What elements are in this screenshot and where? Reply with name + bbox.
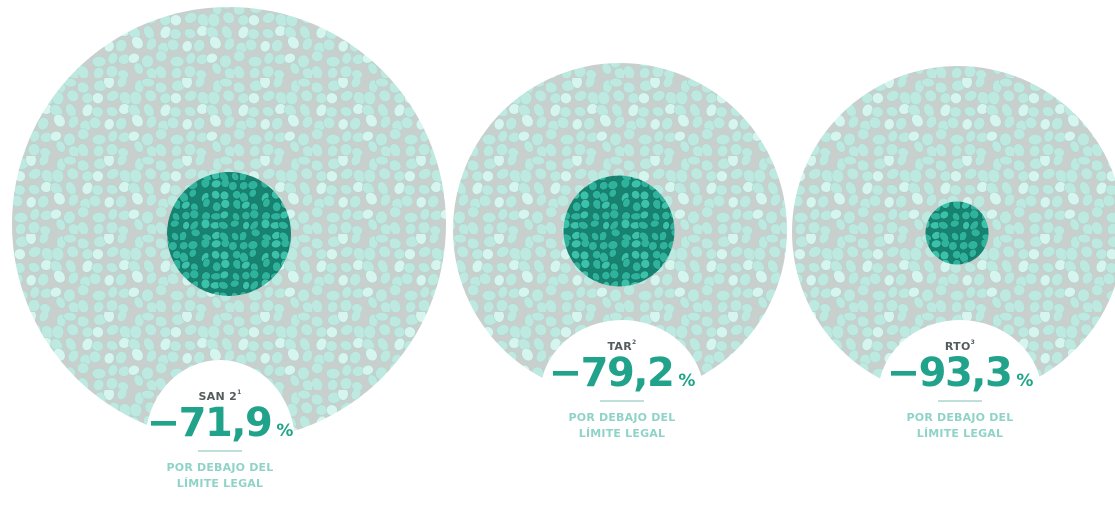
note-line2-tar: LÍMITE LEGAL — [579, 426, 665, 442]
value-circle-tar — [564, 176, 675, 287]
divider-tar — [600, 400, 644, 402]
divider-rto — [938, 400, 982, 402]
note-line2-san2: LÍMITE LEGAL — [177, 476, 263, 492]
note-line1-san2: POR DEBAJO DEL — [167, 460, 274, 476]
divider-san2 — [198, 450, 242, 452]
badge-rto: RTO3 −93,3% POR DEBAJO DEL LÍMITE LEGAL — [878, 320, 1042, 470]
value-label-san2: −71,9% — [147, 403, 294, 443]
note-line1-rto: POR DEBAJO DEL — [907, 410, 1014, 426]
badge-tar: TAR2 −79,2% POR DEBAJO DEL LÍMITE LEGAL — [540, 320, 704, 470]
note-line2-rto: LÍMITE LEGAL — [917, 426, 1003, 442]
note-line1-tar: POR DEBAJO DEL — [569, 410, 676, 426]
value-label-tar: −79,2% — [549, 353, 696, 393]
badge-san2: SAN 21 −71,9% POR DEBAJO DEL LÍMITE LEGA… — [145, 360, 295, 526]
value-circle-rto — [926, 202, 989, 265]
value-label-rto: −93,3% — [887, 353, 1034, 393]
value-circle-san2 — [167, 172, 291, 296]
